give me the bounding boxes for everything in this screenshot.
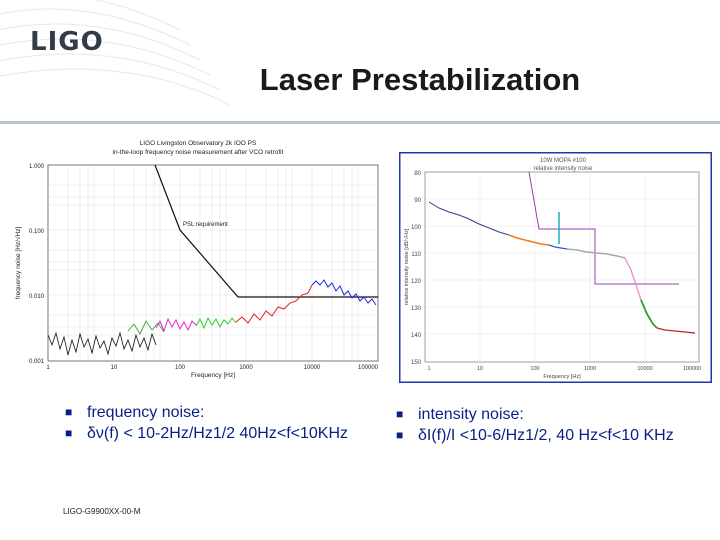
left-xtick: 1 [46, 365, 50, 371]
left-xlabel: Frequency [Hz] [191, 372, 235, 379]
list-item: ■ δν(f) < 10-2Hz/Hz1/2 40Hz<f<10KHz [65, 423, 348, 444]
left-xtick: 10 [111, 365, 118, 371]
left-xtick: 100000 [358, 365, 379, 371]
right-ylabel: relative intensity noise [dB/√Hz] [403, 228, 410, 305]
right-ytick: 130 [411, 306, 422, 312]
list-item: ■ frequency noise: [65, 402, 348, 423]
title-divider [0, 121, 720, 124]
psl-requirement-label: PSL requirement [183, 222, 228, 228]
left-plot-title-2: in-the-loop frequency noise measurement … [113, 149, 284, 156]
rin-requirement-line [528, 171, 679, 285]
right-ytick: 110 [411, 252, 421, 258]
left-xtick: 100 [175, 365, 186, 371]
right-xtick: 10000 [637, 366, 652, 372]
intensity-noise-plot: 10W MOPA #100 relative intensity noise 8… [397, 150, 714, 388]
right-ytick: 90 [414, 198, 421, 204]
noise-trace-red [235, 284, 313, 324]
rin-trace-grey [566, 248, 626, 259]
list-item: ■ δI(f)/I <10-6/Hz1/2, 40 Hz<f<10 KHz [396, 425, 674, 446]
left-ytick: 1.000 [29, 164, 45, 170]
left-xtick: 10000 [304, 365, 321, 371]
noise-trace-lime [195, 316, 237, 330]
noise-trace-magenta [155, 317, 197, 333]
right-ytick: 140 [411, 333, 422, 339]
list-item: ■ intensity noise: [396, 404, 674, 425]
noise-trace-black [47, 331, 157, 356]
noise-trace-green [127, 320, 165, 335]
frequency-noise-plot: LIGO Livingston Observatory 2k IOO PS in… [8, 135, 386, 385]
left-ytick: 0.001 [29, 359, 45, 365]
right-ytick: 100 [411, 225, 422, 231]
intensity-noise-bullets: ■ intensity noise: ■ δI(f)/I <10-6/Hz1/2… [396, 404, 674, 446]
ligo-logo: LIGO [30, 27, 104, 57]
page-title: Laser Prestabilization [259, 62, 581, 97]
right-xtick: 100000 [683, 366, 701, 372]
document-number: LIGO-G9900XX-00-M [63, 507, 141, 516]
rin-trace-orange [508, 234, 550, 246]
rin-trace-redtail [656, 327, 696, 334]
bullet-text: δν(f) < 10-2Hz/Hz1/2 40Hz<f<10KHz [87, 425, 349, 442]
right-plot-title-1: 10W MOPA #100 [540, 158, 587, 164]
bullet-icon: ■ [65, 426, 73, 440]
noise-trace-blue [311, 279, 377, 306]
bullet-text: frequency noise: [87, 404, 205, 421]
rin-trace-navy [428, 201, 510, 236]
right-ytick: 120 [411, 279, 422, 285]
bullet-icon: ■ [396, 407, 404, 421]
frequency-noise-bullets: ■ frequency noise: ■ δν(f) < 10-2Hz/Hz1/… [65, 402, 348, 444]
rin-trace-green [640, 299, 658, 329]
right-xlabel: Frequency [Hz] [543, 374, 581, 380]
left-ytick: 0.100 [29, 229, 45, 235]
right-ytick: 150 [411, 360, 422, 366]
left-ytick: 0.010 [29, 294, 45, 300]
bullet-icon: ■ [65, 405, 73, 419]
right-xtick: 100 [530, 366, 539, 372]
left-xtick: 1000 [239, 365, 253, 371]
bullet-text: δI(f)/I <10-6/Hz1/2, 40 Hz<f<10 KHz [418, 427, 674, 444]
bullet-icon: ■ [396, 428, 404, 442]
right-xtick: 1000 [584, 366, 596, 372]
right-plot-title-2: relative intensity noise [533, 166, 593, 172]
left-ylabel: frequency noise [Hz/√Hz] [14, 227, 22, 300]
rin-trace-pink [624, 257, 642, 301]
left-plot-title-1: LIGO Livingston Observatory 2k IOO PS [140, 140, 257, 147]
right-xtick: 1 [427, 366, 430, 372]
right-ytick: 80 [414, 171, 421, 177]
bullet-text: intensity noise: [418, 406, 524, 423]
psl-requirement-line [154, 164, 378, 298]
rin-trace-blue [548, 244, 568, 250]
right-xtick: 10 [477, 366, 483, 372]
